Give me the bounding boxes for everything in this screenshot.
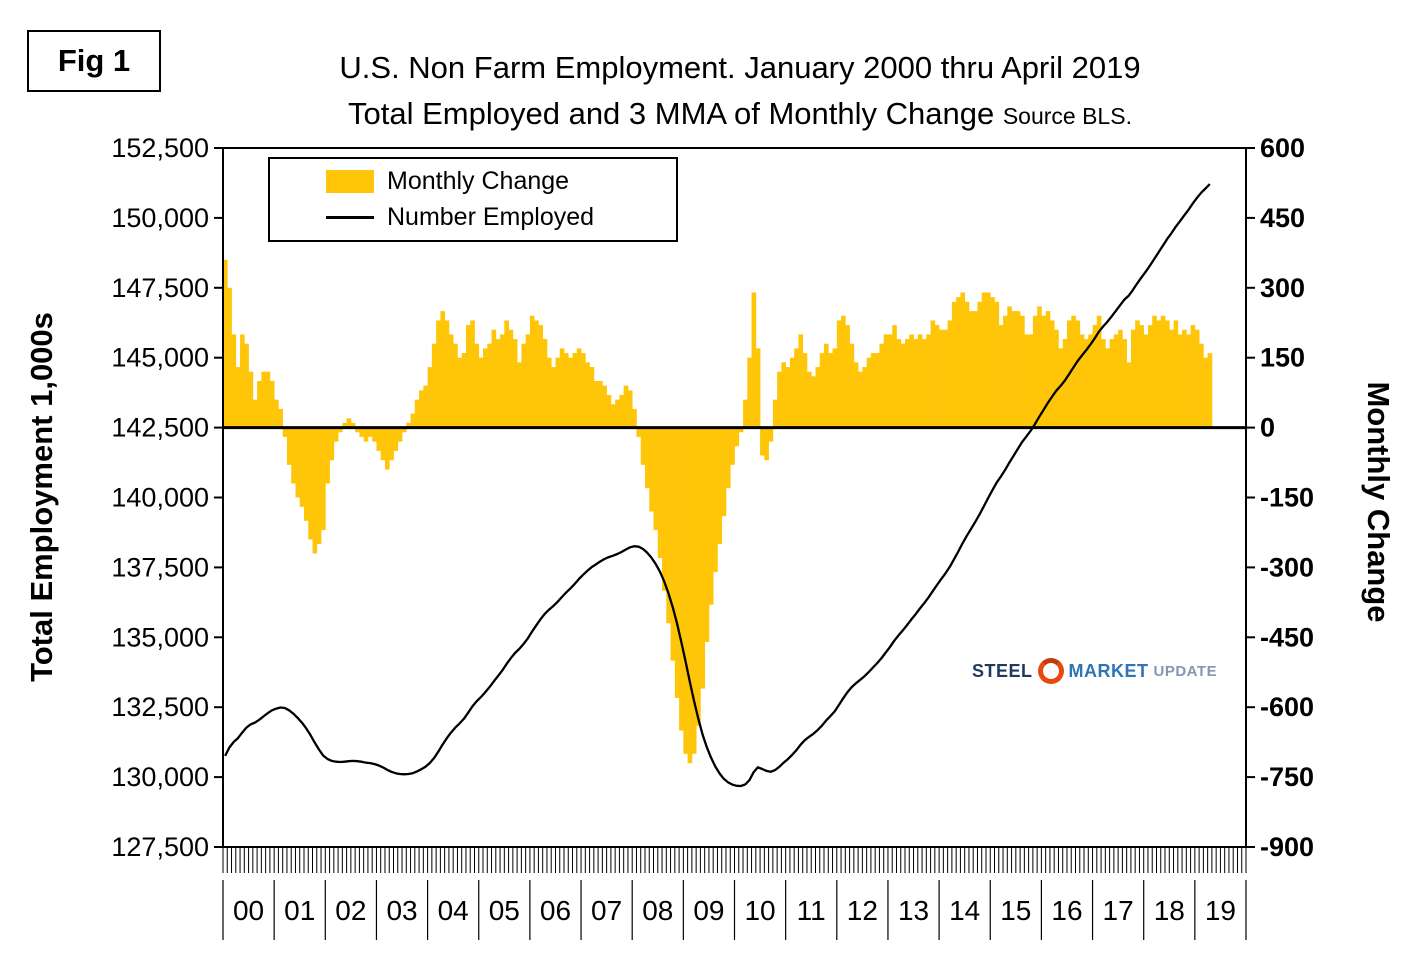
legend-item-monthly-change: Monthly Change [326, 167, 676, 196]
year-label: 02 [335, 895, 366, 926]
right-tick-label: 300 [1260, 273, 1305, 303]
left-tick-label: 147,500 [111, 273, 209, 303]
left-axis-labels: 152,500 150,000 147,500 145,000 142,500 140,0… [111, 133, 223, 862]
year-label: 14 [949, 895, 980, 926]
logo-market-text: MARKET [1068, 660, 1149, 681]
logo-steel-text: STEEL [972, 660, 1033, 681]
month-ticks [222, 847, 1247, 873]
smu-logo: STEEL MARKET UPDATE [972, 658, 1217, 684]
year-label: 05 [489, 895, 520, 926]
year-label: 07 [591, 895, 622, 926]
year-label: 08 [642, 895, 673, 926]
chart-title: U.S. Non Farm Employment. January 2000 t… [339, 50, 1141, 85]
year-label: 09 [693, 895, 724, 926]
year-label: 10 [744, 895, 775, 926]
left-axis-title: Total Employment 1,000s [24, 312, 59, 682]
left-tick-label: 135,000 [111, 622, 209, 652]
monthly-change-bars [223, 259, 1213, 764]
right-tick-label: -600 [1260, 692, 1314, 722]
right-tick-label: -750 [1260, 762, 1314, 792]
line-swatch-icon [326, 216, 374, 219]
smu-ring-icon [1037, 658, 1064, 684]
left-tick-label: 132,500 [111, 692, 209, 722]
right-tick-label: -450 [1260, 622, 1314, 652]
year-label: 01 [284, 895, 315, 926]
x-axis-year-labels: 00 01 02 03 04 05 06 07 08 09 10 11 12 13 14 15 16 17 18 19 [222, 880, 1247, 940]
figure-label: Fig 1 [57, 43, 131, 78]
year-label: 00 [233, 895, 264, 926]
chart-source: Source BLS. [1002, 103, 1132, 129]
legend-item-number-employed: Number Employed [326, 203, 676, 232]
left-tick-label: 137,500 [111, 552, 209, 582]
bar-swatch-icon [326, 170, 374, 193]
left-tick-label: 150,000 [111, 203, 209, 233]
year-label: 13 [898, 895, 929, 926]
right-tick-label: 150 [1260, 343, 1305, 373]
year-label: 04 [438, 895, 469, 926]
chart-subtitle-row: Total Employed and 3 MMA of Monthly Chan… [160, 96, 1320, 132]
right-axis-labels: 600 450 300 150 0 -150 -300 -450 -600 -750 -900 [1246, 133, 1314, 862]
year-label: 17 [1103, 895, 1134, 926]
logo-update-text: UPDATE [1153, 662, 1218, 680]
chart-legend: Monthly Change Number Employed [268, 157, 678, 242]
right-tick-label: -900 [1260, 832, 1314, 862]
legend-label-number-employed: Number Employed [387, 203, 595, 231]
year-label: 03 [386, 895, 417, 926]
left-tick-label: 145,000 [111, 343, 209, 373]
employment-line [224, 183, 1211, 788]
year-label: 16 [1051, 895, 1082, 926]
chart-subtitle: Total Employed and 3 MMA of Monthly Chan… [348, 96, 995, 131]
left-tick-label: 142,500 [111, 413, 209, 443]
left-tick-label: 130,000 [111, 762, 209, 792]
right-tick-label: 450 [1260, 203, 1305, 233]
year-label: 11 [797, 895, 826, 926]
figure-label-box: Fig 1 [27, 30, 161, 92]
left-tick-label: 127,500 [111, 832, 209, 862]
right-tick-label: -300 [1260, 552, 1314, 582]
right-tick-label: 0 [1260, 413, 1275, 443]
left-tick-label: 140,000 [111, 483, 209, 513]
year-label: 06 [540, 895, 571, 926]
right-tick-label: -150 [1260, 483, 1314, 513]
plot-border [222, 147, 1247, 848]
year-label: 12 [847, 895, 878, 926]
right-tick-label: 600 [1260, 133, 1305, 163]
left-tick-label: 152,500 [111, 133, 209, 163]
year-label: 19 [1205, 895, 1236, 926]
right-axis-title: Monthly Change [1361, 381, 1396, 623]
legend-label-monthly-change: Monthly Change [387, 167, 570, 195]
year-label: 15 [1000, 895, 1031, 926]
year-label: 18 [1154, 895, 1185, 926]
